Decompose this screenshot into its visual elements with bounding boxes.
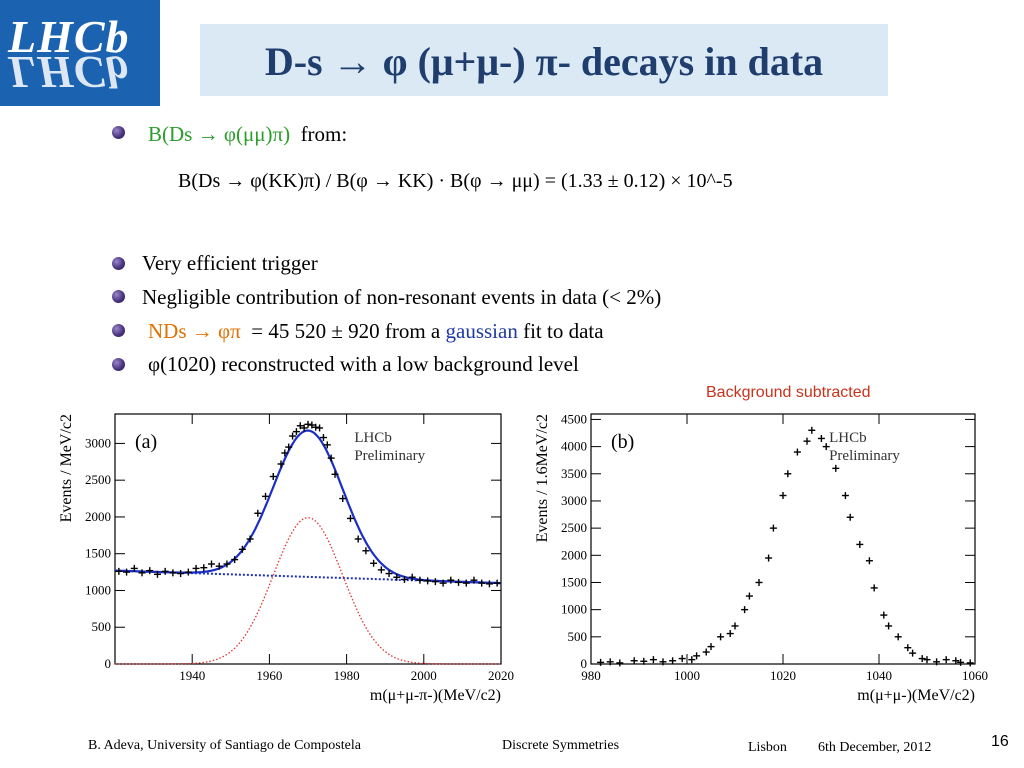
x-tick-label: 1960 [256,668,282,683]
y-tick-label: 500 [92,619,112,634]
x-tick-label: 2020 [488,668,514,683]
x-axis-label: m(μ+μ-)(MeV/c2) [857,687,975,704]
bullet-4-end: fit to data [523,319,604,343]
total-fit-line [114,429,501,585]
branching-formula: B(Ds → φ(KK)π) / B(φ → KK) · B(φ → μμ) =… [178,170,733,192]
x-tick-label: 1020 [770,668,796,683]
chart-a: 1940 1960 1980 2000 2020 0 500 1000 1500 2000 2500… [58,413,514,704]
y-tick-label: 3000 [85,435,111,450]
x-tick-label: 980 [581,668,601,683]
y-tick-label: 4500 [561,411,587,426]
title-box: D-s → φ (μ+μ-) π- decays in data [200,24,888,96]
y-tick-label: 2500 [561,520,587,535]
bullet-4: NDs → φπ = 45 520 ± 920 from a gaussian … [148,319,604,344]
y-tick-label: 0 [105,656,112,671]
bullet-icon [112,126,125,139]
y-axis-label: Events / MeV/c2 [58,414,75,522]
footer-date: 6th December, 2012 [818,740,932,755]
x-tick-label: 1040 [866,668,892,683]
experiment-label: LHCb [829,430,867,446]
bullet-icon [112,324,125,337]
panel-label: (b) [611,431,634,453]
experiment-label: Preliminary [829,448,900,464]
signal-fit-line [115,517,501,665]
x-tick-label: 1060 [962,668,988,683]
y-tick-label: 2000 [85,509,111,524]
bullet-3: Negligible contribution of non-resonant … [142,285,662,309]
experiment-label: LHCb [354,430,392,446]
bullet-1: B(Ds → φ(μμ)π) from: [148,122,347,147]
branching-ratio-label: B(Ds → φ(μμ)π) [148,122,291,146]
chart-b: 980 1000 1020 1040 1060 0 500 1000 1500 2000 2500 3… [534,411,988,704]
plot-frame [114,413,502,665]
experiment-label: Preliminary [354,448,425,464]
footer-topic: Discrete Symmetries [502,738,620,753]
bullet-icon [112,257,125,270]
y-tick-label: 1500 [561,574,587,589]
y-tick-label: 3500 [561,466,587,481]
panel-label: (a) [135,431,157,453]
y-tick-label: 500 [568,629,588,644]
bullet-1-suffix: from: [300,122,348,146]
footer-author: B. Adeva, University of Santiago de Comp… [88,738,361,753]
signal-yield-value: = 45 520 ± 920 from a [251,319,441,343]
y-tick-label: 1000 [85,582,111,597]
bullet-icon [112,290,125,303]
bullet-icon [112,358,125,371]
page-number: 16 [991,733,1009,750]
y-tick-label: 1500 [85,546,111,561]
y-tick-label: 4000 [561,439,587,454]
logo-text: LHCb [8,11,130,62]
y-tick-label: 0 [581,656,588,671]
slide-title: D-s → φ (μ+μ-) π- decays in data [264,39,824,84]
y-axis-label: Events / 1.6MeV/c2 [534,414,551,542]
gaussian-word: gaussian [445,319,518,343]
lhcb-logo: LHCb LHCb [0,0,160,106]
y-tick-label: 2000 [561,547,587,562]
x-tick-label: 1940 [179,668,205,683]
bullet-5: φ(1020) reconstructed with a low backgro… [148,352,579,376]
x-axis-label: m(μ+μ-π-)(MeV/c2) [370,687,501,704]
footer-place: Lisbon [748,740,787,755]
bullet-2: Very efficient trigger [142,251,318,275]
x-tick-label: 1000 [674,668,700,683]
y-tick-label: 1000 [561,602,587,617]
y-tick-label: 2500 [85,472,111,487]
plot-frame [590,413,976,665]
signal-yield-label: NDs → φπ [148,319,241,343]
x-tick-label: 2000 [411,668,437,683]
logo-reflection: LHCb [8,47,130,98]
y-tick-label: 3000 [561,493,587,508]
background-subtracted-note: Background subtracted [706,384,871,401]
x-tick-label: 1980 [334,668,360,683]
